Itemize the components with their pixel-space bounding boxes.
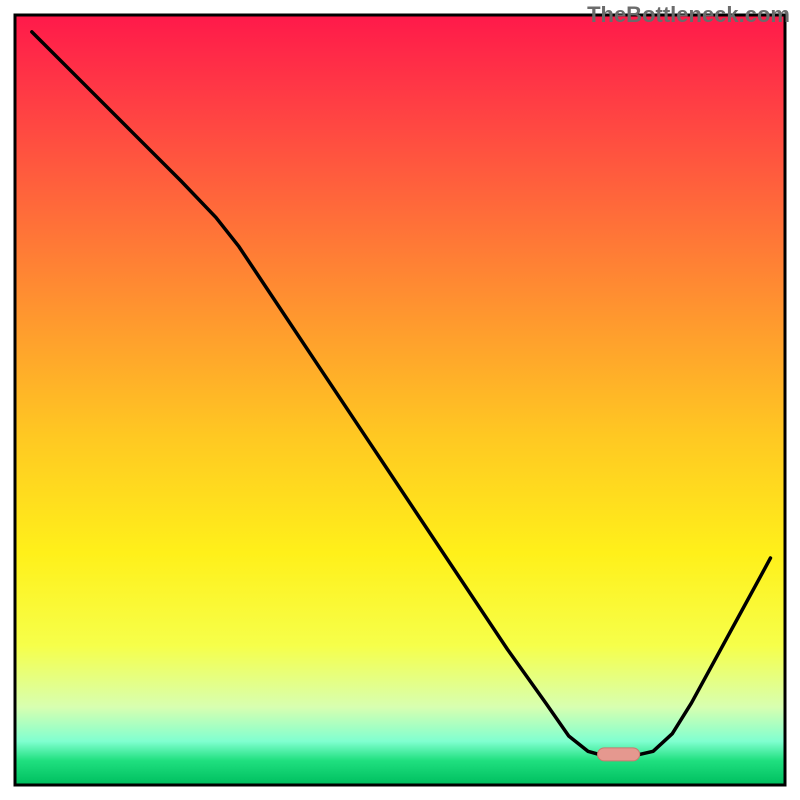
bottleneck-chart: TheBottleneck.com	[0, 0, 800, 800]
optimum-marker	[598, 748, 640, 761]
watermark-text: TheBottleneck.com	[587, 2, 790, 28]
chart-svg	[0, 0, 800, 800]
